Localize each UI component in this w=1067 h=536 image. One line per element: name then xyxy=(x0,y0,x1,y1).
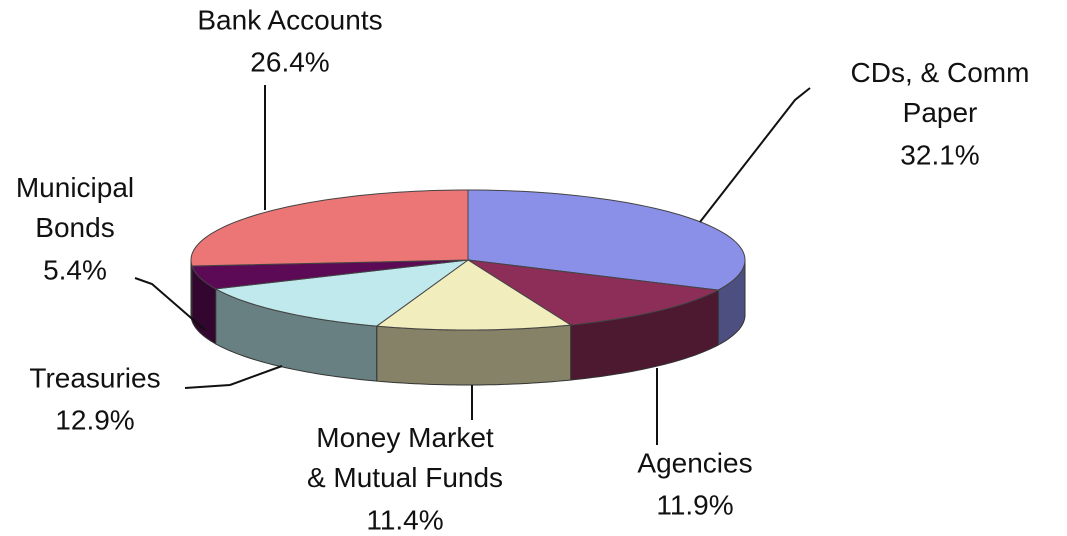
leader-line xyxy=(134,277,206,331)
slice xyxy=(191,259,469,290)
category-label: Money Market & Mutual Funds xyxy=(307,422,503,493)
category-label: Agencies xyxy=(637,447,752,478)
slice xyxy=(467,259,720,326)
value-label: 11.9% xyxy=(656,489,733,520)
value-label: 26.4% xyxy=(250,46,329,77)
slice xyxy=(214,259,470,327)
slice xyxy=(467,189,746,291)
category-label: Bank Accounts xyxy=(197,4,382,35)
pie-sides xyxy=(190,259,746,386)
value-label: 5.4% xyxy=(43,254,107,285)
slice xyxy=(375,259,573,331)
labels: CDs, & Comm Paper 32.1% Agencies 11.9% Money … xyxy=(16,4,1030,535)
slice-side xyxy=(190,259,193,322)
category-label: CDs, & Comm Paper xyxy=(851,57,1030,128)
category-label: Treasuries xyxy=(29,362,160,393)
slice-side xyxy=(376,324,572,386)
value-label: 12.9% xyxy=(55,404,134,435)
slice xyxy=(190,189,469,267)
value-label: 32.1% xyxy=(900,139,979,170)
leader-line xyxy=(699,87,811,223)
leader-line xyxy=(184,365,283,389)
value-label: 11.4% xyxy=(366,504,443,535)
pie-tops xyxy=(190,189,746,331)
category-label: Municipal Bonds xyxy=(16,172,134,243)
